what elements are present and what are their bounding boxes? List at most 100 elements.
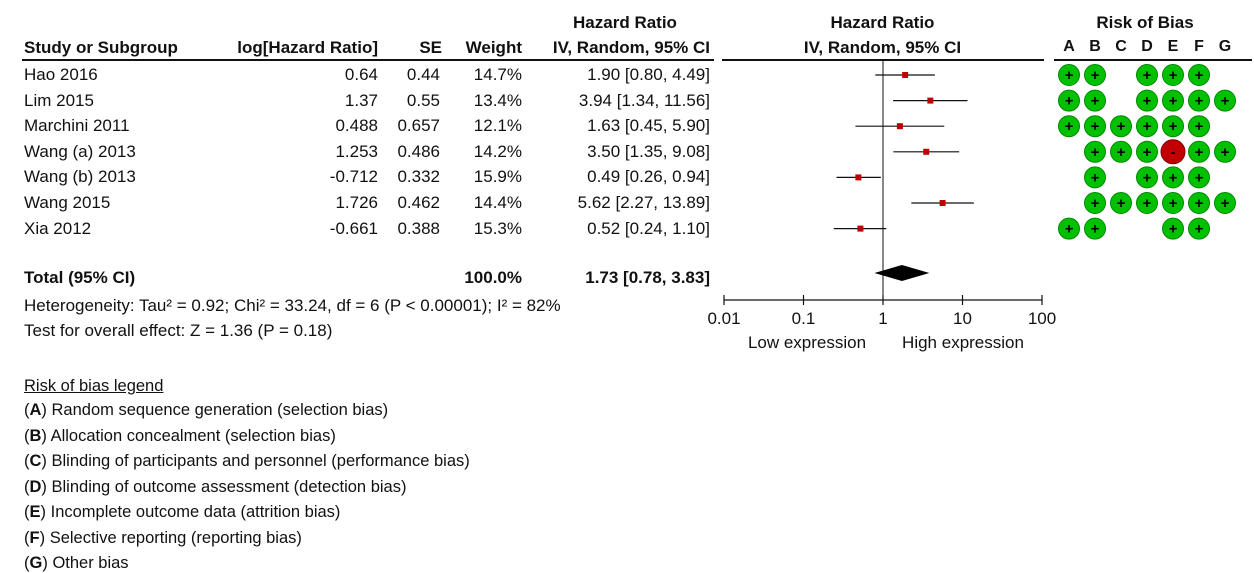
legend-key-letter: A (29, 401, 42, 419)
risk-symbol: + (1065, 221, 1074, 238)
low-risk-circle (1084, 166, 1106, 189)
low-risk-circle (1188, 64, 1210, 86)
legend-item: (B) Allocation concealment (selection bi… (24, 426, 336, 446)
risk-symbol: + (1143, 144, 1152, 161)
legend-text: Incomplete outcome data (attrition bias) (50, 503, 341, 521)
risk-symbol: + (1169, 67, 1178, 84)
low-risk-circle (1162, 115, 1184, 138)
total-ci: 1.73 [0.78, 3.83] (585, 268, 710, 287)
low-risk-circle (1136, 140, 1158, 163)
effect-marker (927, 97, 934, 104)
low-risk-circle (1214, 89, 1236, 112)
low-risk-circle (1136, 115, 1158, 138)
low-risk-circle (1214, 140, 1236, 163)
risk-symbol: + (1065, 93, 1074, 110)
row-study: Lim 2015 (24, 91, 94, 110)
risk-symbol: + (1221, 144, 1230, 161)
legend-item: (A) Random sequence generation (selectio… (24, 400, 388, 420)
low-risk-circle (1110, 192, 1132, 214)
low-risk-circle (1058, 89, 1080, 112)
risk-symbol: + (1143, 93, 1152, 110)
row-se: 0.44 (406, 65, 440, 84)
row-weight: 12.1% (473, 116, 522, 135)
rob-col-header: D (1141, 38, 1153, 55)
risk-symbol: + (1143, 67, 1152, 84)
header-weight: Weight (465, 38, 522, 57)
row-weight: 13.4% (473, 91, 522, 110)
risk-symbol: + (1195, 221, 1204, 238)
x-axis-tick-label: 10 (953, 309, 972, 328)
row-study: Xia 2012 (24, 219, 92, 238)
effect-marker (902, 72, 909, 78)
risk-symbol: + (1091, 195, 1100, 212)
risk-symbol: + (1169, 221, 1178, 238)
low-risk-circle (1188, 115, 1210, 138)
legend-item: (C) Blinding of participants and personn… (24, 451, 470, 471)
rob-col-header: B (1089, 38, 1101, 55)
legend-key: (B) (24, 426, 51, 445)
risk-symbol: + (1143, 118, 1152, 135)
row-ci: 1.63 [0.45, 5.90] (587, 116, 710, 135)
low-risk-circle (1084, 89, 1106, 112)
legend-text: Allocation concealment (selection bias) (50, 426, 336, 445)
pooled-diamond (874, 265, 930, 281)
row-study: Wang 2015 (24, 193, 111, 212)
risk-symbol: + (1065, 67, 1074, 84)
row-loghr: -0.661 (329, 219, 378, 238)
row-loghr: -0.712 (329, 167, 378, 186)
legend-text: Selective reporting (reporting bias) (49, 528, 302, 547)
risk-symbol: + (1091, 144, 1100, 161)
row-ci: 0.49 [0.26, 0.94] (587, 167, 710, 186)
legend-key-letter: C (29, 452, 42, 470)
legend-key: (G) (24, 554, 53, 572)
high-risk-circle (1160, 139, 1186, 165)
row-study: Wang (b) 2013 (24, 167, 136, 186)
risk-symbol: + (1195, 144, 1204, 161)
row-ci: 3.50 [1.35, 9.08] (587, 142, 710, 161)
header-loghr: log[Hazard Ratio] (237, 38, 378, 57)
low-risk-circle (1188, 217, 1210, 240)
effect-marker (896, 123, 903, 130)
row-weight: 15.9% (473, 167, 522, 186)
legend-title: Risk of bias legend (24, 377, 164, 395)
row-ci: 3.94 [1.34, 11.56] (578, 91, 710, 110)
low-risk-circle (1162, 89, 1184, 112)
rob-col-header: C (1115, 38, 1127, 55)
legend-key-letter: D (29, 477, 42, 496)
effect-marker (857, 225, 864, 232)
header-study: Study or Subgroup (24, 38, 178, 57)
row-weight: 15.3% (473, 219, 522, 238)
low-risk-circle (1058, 217, 1080, 240)
row-se: 0.388 (397, 219, 440, 238)
row-se: 0.462 (397, 193, 440, 212)
low-risk-circle (1136, 192, 1158, 214)
risk-symbol: + (1221, 195, 1230, 212)
low-risk-circle (1188, 89, 1210, 112)
row-loghr: 1.726 (335, 193, 378, 212)
x-axis-tick-label: 1 (878, 309, 887, 328)
low-risk-circle (1084, 217, 1106, 240)
low-risk-circle (1110, 140, 1132, 163)
header-hr-ci: IV, Random, 95% CI (552, 38, 710, 57)
legend-key: (D) (24, 477, 52, 496)
risk-symbol: + (1169, 118, 1178, 135)
row-ci: 1.90 [0.80, 4.49] (587, 65, 710, 84)
risk-symbol: + (1195, 195, 1204, 212)
row-se: 0.486 (397, 142, 440, 161)
risk-symbol: + (1091, 221, 1100, 238)
row-weight: 14.2% (473, 142, 522, 161)
legend-item: (D) Blinding of outcome assessment (dete… (24, 477, 406, 497)
legend-text: Blinding of outcome assessment (detectio… (51, 477, 407, 496)
low-risk-circle (1136, 89, 1158, 112)
header-rule-table (22, 59, 714, 61)
risk-symbol: + (1091, 67, 1100, 84)
low-risk-circle (1136, 166, 1158, 189)
legend-key: (F) (24, 528, 50, 547)
row-loghr: 0.488 (335, 116, 378, 135)
legend-key: (C) (24, 452, 52, 470)
row-study: Hao 2016 (24, 65, 98, 84)
row-se: 0.55 (406, 91, 440, 110)
row-loghr: 1.37 (344, 91, 378, 110)
risk-symbol: + (1091, 169, 1100, 186)
legend-key: (E) (24, 503, 51, 521)
